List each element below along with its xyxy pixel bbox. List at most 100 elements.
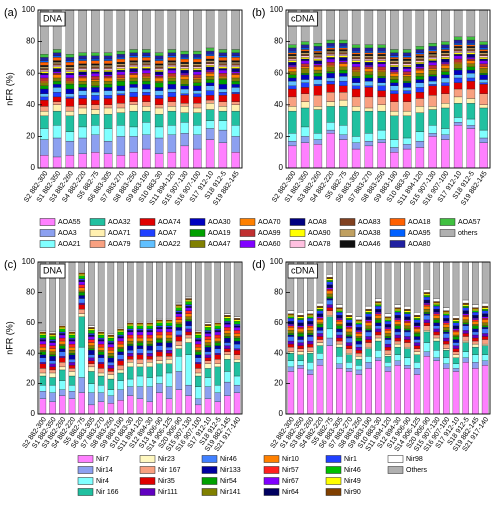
bar-segment [91,99,100,105]
bar-segment [205,54,215,56]
bar-segment [103,77,113,82]
bar-segment [231,77,240,82]
bar-segment: AOA57 [466,36,476,41]
bar-segment [175,345,183,349]
bar-segment: AOA55 [402,148,412,169]
bar-segment [167,80,177,85]
legend-label: AOA19 [208,230,231,237]
bar-segment: AOA71 [377,104,386,112]
bar-segment [214,321,221,323]
bar-segment: AOA57 [300,41,310,45]
bar-segment [103,140,113,154]
bar-segment [146,343,153,346]
bar-segment: Nir23 [404,346,411,349]
bar-segment [78,104,87,109]
bar-segment [233,375,241,386]
bar-segment [116,85,126,91]
bar-segment: AOA47 [326,66,335,72]
bar-segment [107,357,115,363]
bar-segment [204,345,212,348]
bar-segment [88,348,95,351]
legend-swatch [189,218,206,226]
bar-segment [78,313,85,317]
bar-segment [233,359,241,363]
bar-segment: AOA21 [441,128,450,135]
bar-segment: AOA60 [351,63,361,68]
bar-segment [224,348,231,352]
bar-segment [52,65,62,68]
bar-segment: Nir46 [336,310,343,313]
bar-segment: Nir54 [394,325,401,330]
bar-segment: Nir111 [345,342,353,346]
bar-segment [88,392,95,406]
bar-segment [116,77,126,80]
legend-swatch [39,218,56,226]
bar-segment: AOA32 [390,115,399,140]
legend-swatch [201,488,218,496]
bar-segment: Nir133 [394,328,401,333]
bar-segment: Nir46 [472,310,479,313]
bar-segment [185,354,192,386]
bar-segment [78,69,87,72]
bar-segment [175,316,183,320]
bar-segment: Nir14 [365,362,372,369]
bar-segment: Nir67 [365,319,372,322]
bar-segment: AOA99 [390,71,399,74]
bar-segment [127,362,134,368]
bar-segment: AOA57 [339,39,348,44]
bar-segment: Nir1 [287,318,295,322]
bar-segment [180,122,189,134]
bar-segment [180,93,189,96]
bar-segment [175,319,183,323]
bar-segment [175,312,183,314]
bar-segment: AOA71 [428,106,437,110]
bar-segment [78,302,85,305]
bar-segment [116,54,126,58]
panel-label: (b) [252,7,265,19]
bar-segment [127,356,134,360]
bar-segment: Nir35 [384,346,392,351]
legend-label: AOA7 [158,230,177,237]
bar-segment: Nir10 [345,328,353,333]
bar-segment: AOA22 [313,79,323,85]
bar-segment: AOA78 [377,58,386,61]
bar-segment [180,65,189,68]
bar-segment [68,333,76,336]
bar-segment: Nir4 [384,362,392,368]
bar-segment: others [466,9,476,38]
bar-segment [136,366,144,377]
bar-segment: Nir4 [326,328,333,339]
bar-segment [195,261,202,331]
bar-segment: Nir1 [384,321,392,325]
bar-segment [107,334,115,337]
bar-segment [175,302,183,305]
bar-segment [78,346,85,378]
bar-segment [40,77,49,82]
bar-segment [116,65,126,68]
bar-segment [165,318,173,320]
bar-segment [231,52,240,56]
bar-segment [195,357,202,363]
bar-segment: Nir4 [375,350,382,358]
bar-segment: AOA8 [441,58,450,63]
bar-segment: Nir111 [413,342,421,346]
legend-label: AOA8 [308,219,327,226]
bar-segment [185,395,192,415]
bar-segment: AOA71 [313,106,323,110]
bar-segment [68,375,76,386]
bar-segment [59,351,66,357]
bar-segment [185,384,192,396]
bar-segment [117,261,124,328]
bar-segment [78,80,87,85]
bar-segment: AOA78 [364,58,374,61]
bar-segment: Nir23 [345,353,353,355]
bar-segment [218,68,228,71]
bar-segment: Nir54 [297,333,304,337]
bar-segment: AOA30 [377,77,386,83]
bar-segment: Nir90 [307,313,314,316]
bar-segment [97,333,105,336]
legend-label: Nir35 [158,478,175,485]
bar-segment [52,156,62,169]
bar-segment: Nir64 [443,318,450,322]
bar-segment [129,92,138,98]
